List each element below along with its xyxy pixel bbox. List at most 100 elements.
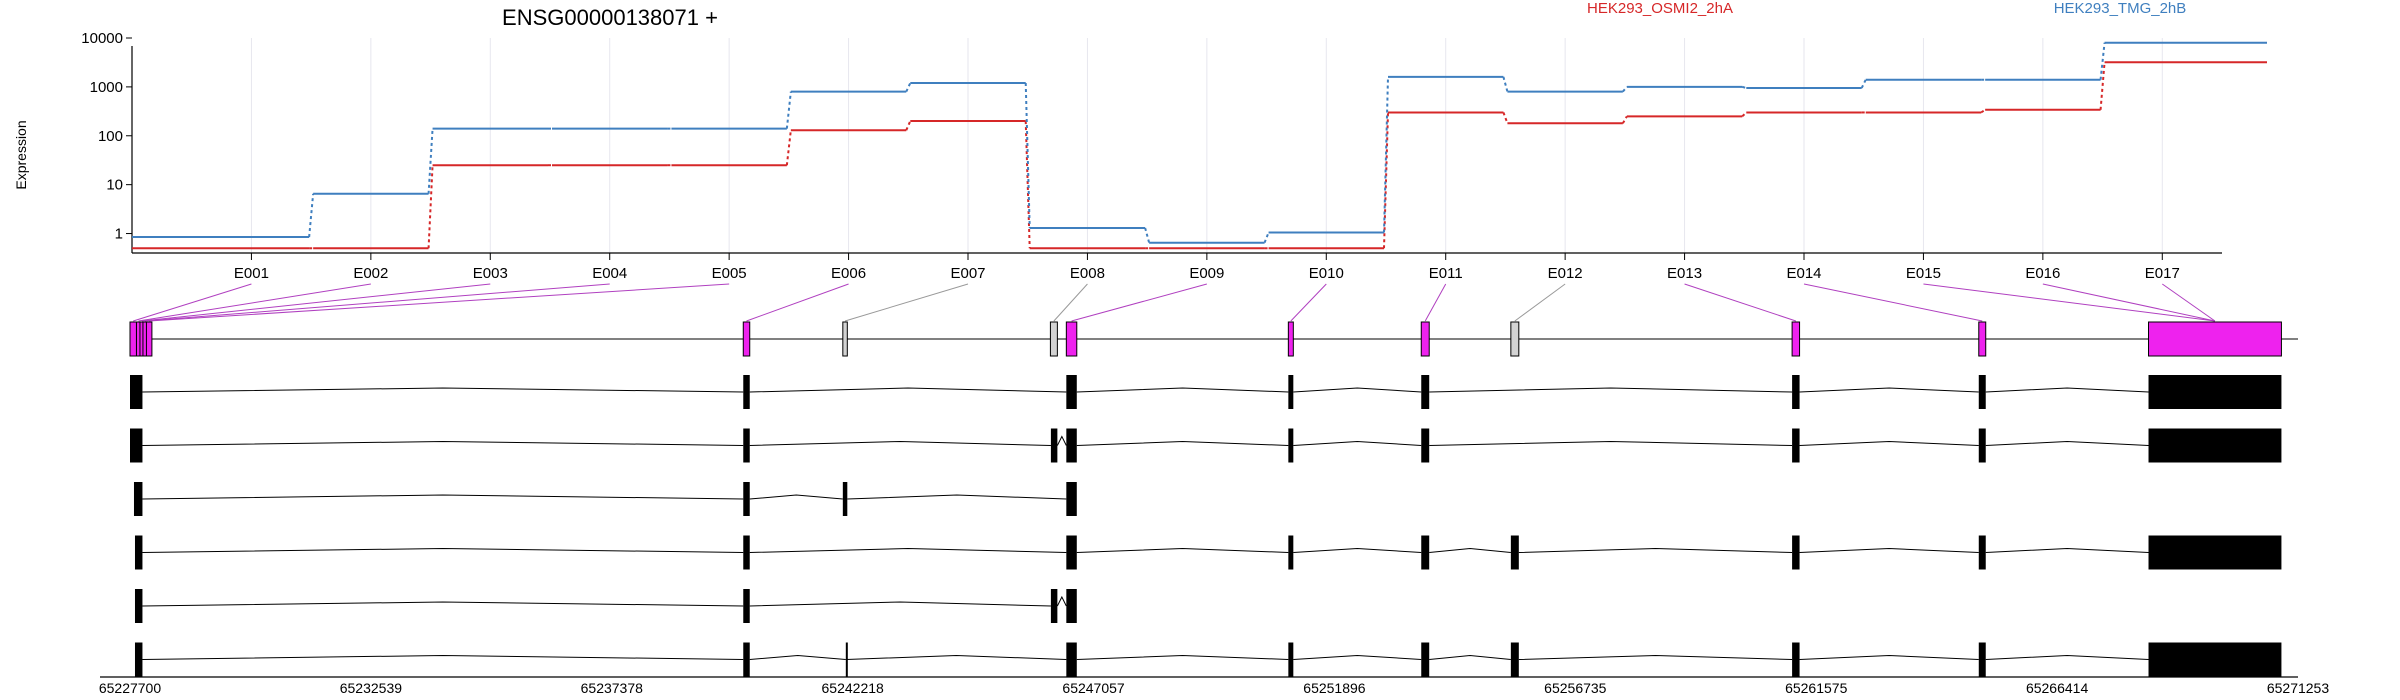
chart-title: ENSG00000138071 +: [502, 5, 718, 30]
exon-block: [2148, 642, 2282, 677]
intron-line: [142, 494, 744, 500]
series-connector: [427, 128, 434, 194]
x-tick-label: E006: [831, 265, 866, 282]
series-connector: [1024, 82, 1031, 229]
intron-line: [749, 440, 1051, 446]
transcript-2: [130, 428, 2282, 463]
exon-block: [134, 589, 143, 623]
intron-line: [142, 547, 744, 553]
transcript-6: [134, 642, 2282, 677]
exon-connector: [1424, 283, 1447, 322]
exon-box: [1510, 321, 1520, 357]
genomic-tick-label: 65266414: [2026, 680, 2089, 696]
exon-connector: [1803, 283, 1983, 322]
exon-block: [1288, 375, 1294, 409]
exon-block: [1978, 535, 1986, 570]
series-connector: [905, 120, 912, 131]
transcript-3: [133, 482, 1077, 516]
intron-line: [749, 547, 1067, 553]
x-tick-label: E007: [950, 265, 985, 282]
genomic-tick-label: 65232539: [340, 680, 403, 696]
genomic-tick-label: 65251896: [1303, 680, 1366, 696]
exon-block: [845, 642, 848, 677]
transcript-4: [134, 535, 2282, 570]
exon-box: [1065, 321, 1078, 357]
intron-line: [1076, 440, 1289, 446]
x-tick-label: E003: [473, 265, 508, 282]
intron-line: [1076, 654, 1289, 660]
intron-line: [1293, 654, 1422, 660]
genomic-tick-label: 65271253: [2267, 680, 2330, 696]
exon-block: [133, 482, 143, 516]
series-connector: [1383, 76, 1389, 233]
exon-block: [1066, 482, 1077, 516]
exon-block: [1050, 589, 1058, 623]
genomic-axis: 65227700 65232539 65237378 65242218 65247057…: [99, 676, 2330, 696]
exon-block: [1792, 428, 1800, 463]
exon-block: [1066, 535, 1077, 570]
exon-box: [1049, 321, 1058, 357]
y-tick-label: 10000: [81, 30, 123, 47]
intron-line: [749, 601, 1051, 607]
intron-line: [1056, 595, 1067, 607]
exon-connector: [133, 283, 252, 322]
exon-connector: [144, 283, 610, 322]
exon-connector: [1684, 283, 1796, 322]
exon-block: [743, 642, 750, 677]
exon-block: [1421, 375, 1430, 409]
exon-block: [134, 535, 143, 570]
intron-line: [1799, 547, 1979, 553]
intron-line: [1985, 387, 2149, 393]
intron-line: [1076, 547, 1289, 553]
exon-connector: [149, 283, 730, 322]
exon-box: [1420, 321, 1430, 357]
exon-block: [1066, 428, 1077, 463]
intron-line: [1293, 547, 1422, 553]
exon-block: [1421, 428, 1430, 463]
intron-line: [1076, 387, 1289, 393]
exon-connectors: [133, 283, 2216, 322]
exon-connector: [1053, 283, 1088, 322]
series-1: [132, 61, 2267, 250]
intron-line: [1429, 654, 1511, 660]
series-connector: [2099, 42, 2106, 80]
exon-connector: [2042, 283, 2216, 322]
exon-connector: [141, 283, 491, 322]
series-connector: [308, 193, 315, 238]
exon-block: [1510, 535, 1519, 570]
series-connector: [1383, 112, 1389, 249]
exon-box: [1287, 321, 1294, 357]
intron-line: [1985, 547, 2149, 553]
series-connector: [427, 165, 434, 249]
intron-line: [1429, 547, 1511, 553]
exon-block: [1421, 535, 1430, 570]
exon-block: [1792, 535, 1800, 570]
intron-line: [1429, 440, 1793, 446]
transcript-1: [130, 375, 2282, 409]
grid-lines: [250, 38, 2163, 253]
exon-block: [134, 642, 143, 677]
exon-block: [2148, 375, 2282, 409]
exon-block: [1978, 642, 1986, 677]
chart-axes: 1 10 100 1000 10000 E001 E002 E003 E004 E005 E006 E…: [81, 30, 2222, 282]
exon-block: [842, 482, 848, 516]
exon-connector: [1514, 283, 1566, 322]
series-connector: [1622, 86, 1628, 93]
exon-block: [1510, 642, 1519, 677]
exon-block: [1288, 535, 1294, 570]
exon-connector: [746, 283, 849, 322]
intron-line: [1518, 547, 1793, 553]
genomic-tick-label: 65242218: [822, 680, 885, 696]
x-tick-label: E004: [592, 265, 627, 282]
series-connector: [1502, 112, 1509, 124]
exon-block: [1066, 375, 1077, 409]
intron-line: [1799, 387, 1979, 393]
exon-block: [1050, 428, 1058, 463]
x-tick-label: E014: [1786, 265, 1821, 282]
y-tick-label: 1: [115, 226, 123, 243]
exon-box: [1978, 321, 1987, 357]
series-connector: [1741, 111, 1747, 118]
exon-block: [743, 428, 750, 463]
genomic-tick-label: 65227700: [99, 680, 162, 696]
